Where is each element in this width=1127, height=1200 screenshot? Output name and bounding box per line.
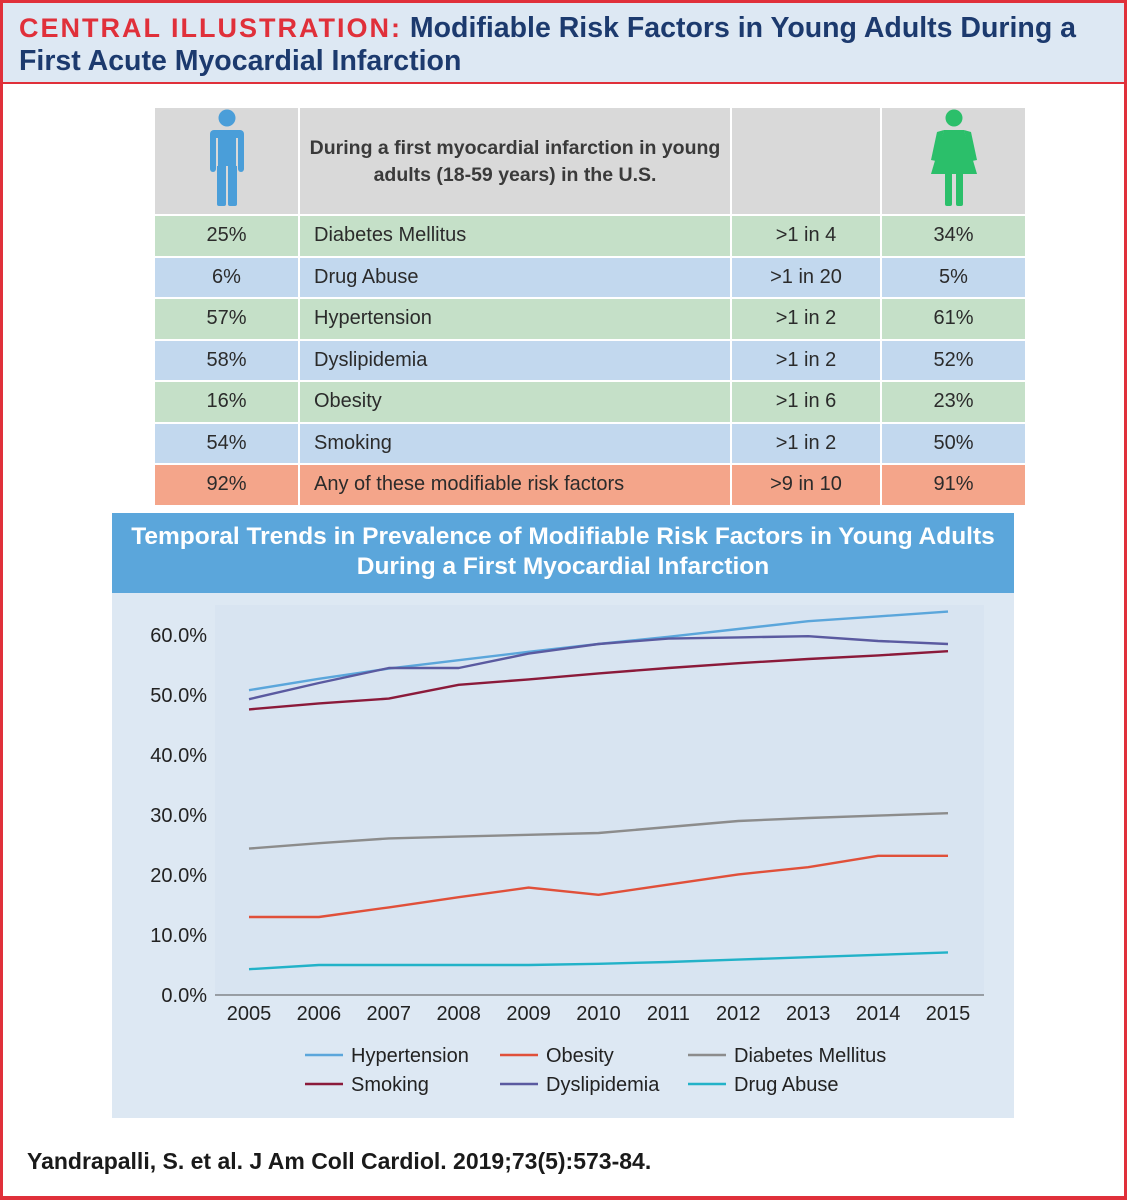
x-tick-label: 2011 <box>647 1003 690 1025</box>
table-row: 16% Obesity >1 in 6 23% <box>155 382 1025 422</box>
table-header-row: During a first myocardial infarction in … <box>155 108 1025 214</box>
male-percent: 92% <box>155 465 298 505</box>
female-percent: 23% <box>882 382 1025 422</box>
male-percent: 25% <box>155 216 298 256</box>
y-tick-label: 0.0% <box>161 985 207 1007</box>
table-row: 54% Smoking >1 in 2 50% <box>155 423 1025 463</box>
y-tick-label: 20.0% <box>150 865 207 887</box>
female-figure-icon <box>930 109 977 206</box>
table-body: 25% Diabetes Mellitus >1 in 4 34% 6% Drug Abu… <box>155 216 1025 505</box>
risk-factor-name: Drug Abuse <box>300 257 730 297</box>
ratio-header-cell <box>732 108 880 214</box>
series-line-drug-abuse <box>248 951 949 971</box>
risk-factor-name: Obesity <box>300 382 730 422</box>
female-percent: 5% <box>882 257 1025 297</box>
table-row: 58% Dyslipidemia >1 in 2 52% <box>155 340 1025 380</box>
x-tick-label: 2012 <box>716 1003 761 1025</box>
y-tick-label: 40.0% <box>150 745 207 767</box>
female-header-cell <box>882 108 1025 214</box>
male-figure-icon <box>209 109 244 206</box>
table-row: 57% Hypertension >1 in 2 61% <box>155 299 1025 339</box>
x-tick-label: 2006 <box>297 1003 342 1025</box>
risk-factor-name: Smoking <box>300 423 730 463</box>
x-tick-label: 2015 <box>926 1003 971 1025</box>
female-percent: 50% <box>882 423 1025 463</box>
table-caption-text: During a first myocardial infarction in … <box>309 137 721 186</box>
x-tick-label: 2007 <box>367 1003 412 1025</box>
x-tick-label: 2009 <box>506 1003 550 1025</box>
risk-factor-name: Dyslipidemia <box>300 340 730 380</box>
female-percent: 34% <box>882 216 1025 256</box>
x-tick-label: 2008 <box>436 1003 481 1025</box>
y-tick-label: 50.0% <box>150 685 207 707</box>
risk-factor-name: Hypertension <box>300 299 730 339</box>
table-caption: During a first myocardial infarction in … <box>300 108 730 214</box>
legend-label: Hypertension <box>351 1045 469 1067</box>
line-chart: 0.0% 10.0% 20.0% 30.0% 40.0% 50.0% 60.0% 2005 20… <box>150 605 984 1096</box>
table-row: 25% Diabetes Mellitus >1 in 4 34% <box>155 216 1025 256</box>
prevalence-ratio: >1 in 2 <box>732 340 880 380</box>
male-percent: 6% <box>155 257 298 297</box>
legend-label: Smoking <box>351 1074 429 1096</box>
legend-label: Diabetes Mellitus <box>734 1045 886 1067</box>
table-row: 6% Drug Abuse >1 in 20 5% <box>155 257 1025 297</box>
prevalence-ratio: >1 in 20 <box>732 257 880 297</box>
male-header-cell <box>155 108 298 214</box>
prevalence-ratio: >1 in 2 <box>732 423 880 463</box>
female-percent: 52% <box>882 340 1025 380</box>
x-tick-label: 2005 <box>227 1003 272 1025</box>
header-tag: CENTRAL ILLUSTRATION: <box>19 13 402 43</box>
plot-area <box>215 605 984 995</box>
series-line-dyslipidemia <box>248 635 949 701</box>
x-tick-label: 2013 <box>786 1003 831 1025</box>
illustration-header: CENTRAL ILLUSTRATION: Modifiable Risk Fa… <box>3 3 1124 84</box>
citation: Yandrapalli, S. et al. J Am Coll Cardiol… <box>27 1148 652 1174</box>
male-percent: 54% <box>155 423 298 463</box>
y-tick-label: 30.0% <box>150 805 207 827</box>
legend-label: Drug Abuse <box>734 1074 839 1096</box>
chart-title: Temporal Trends in Prevalence of Modifia… <box>112 513 1014 593</box>
female-percent: 91% <box>882 465 1025 505</box>
prevalence-ratio: >9 in 10 <box>732 465 880 505</box>
y-tick-label: 10.0% <box>150 925 207 947</box>
risk-factor-table: During a first myocardial infarction in … <box>153 106 1027 507</box>
prevalence-ratio: >1 in 6 <box>732 382 880 422</box>
table-row: 92% Any of these modifiable risk factors >… <box>155 465 1025 505</box>
male-percent: 16% <box>155 382 298 422</box>
legend-label: Dyslipidemia <box>546 1074 660 1096</box>
series-line-obesity <box>249 854 948 919</box>
x-tick-label: 2010 <box>576 1003 621 1025</box>
header-title: Modifiable Risk Factors in Young Adults … <box>19 12 1076 77</box>
male-percent: 57% <box>155 299 298 339</box>
risk-factor-name: Any of these modifiable risk factors <box>300 465 730 505</box>
risk-factor-name: Diabetes Mellitus <box>300 216 730 256</box>
legend-label: Obesity <box>546 1045 614 1067</box>
series-line-diabetes-mellitus <box>248 812 949 850</box>
prevalence-ratio: >1 in 2 <box>732 299 880 339</box>
y-tick-label: 60.0% <box>150 625 207 647</box>
male-percent: 58% <box>155 340 298 380</box>
prevalence-ratio: >1 in 4 <box>732 216 880 256</box>
female-percent: 61% <box>882 299 1025 339</box>
x-tick-label: 2014 <box>856 1003 901 1025</box>
series-line-smoking <box>248 650 949 711</box>
